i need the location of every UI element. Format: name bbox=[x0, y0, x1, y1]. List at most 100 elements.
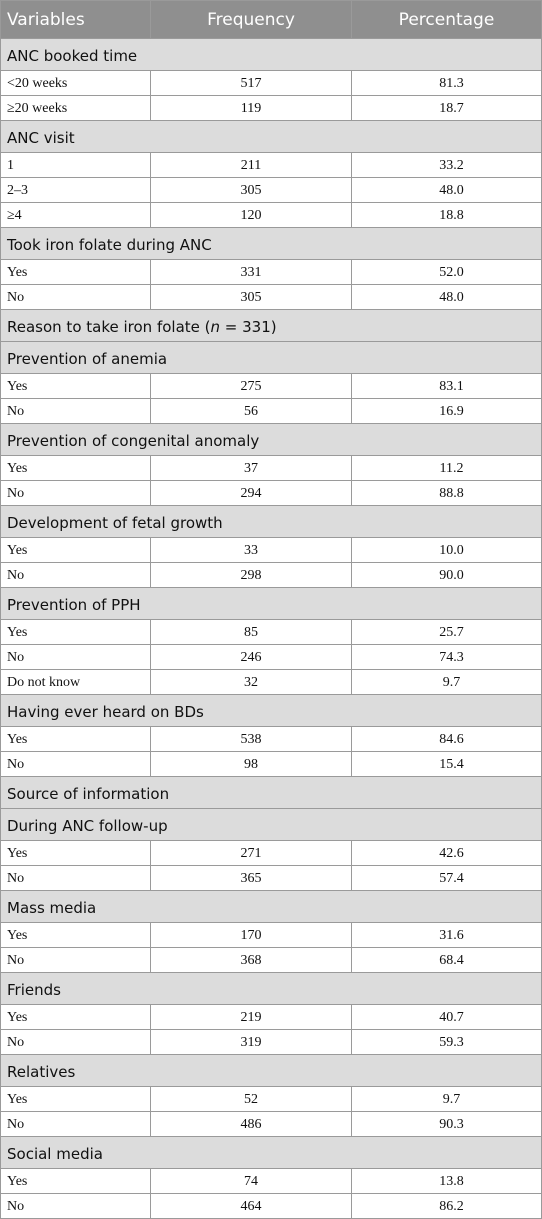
table-row: Yes 275 83.1 bbox=[0, 373, 542, 399]
row-frequency: 298 bbox=[150, 562, 352, 588]
table-row: Yes 219 40.7 bbox=[0, 1004, 542, 1030]
section-row: ANC visit bbox=[0, 120, 542, 153]
row-percentage: 81.3 bbox=[351, 70, 542, 96]
section-label: ANC visit bbox=[0, 120, 542, 153]
row-frequency: 119 bbox=[150, 95, 352, 121]
row-percentage: 74.3 bbox=[351, 644, 542, 670]
table-row: ≥20 weeks 119 18.7 bbox=[0, 95, 542, 121]
row-frequency: 517 bbox=[150, 70, 352, 96]
row-percentage: 52.0 bbox=[351, 259, 542, 285]
header-percentage: Percentage bbox=[351, 0, 542, 39]
section-row: Development of fetal growth bbox=[0, 505, 542, 538]
row-percentage: 59.3 bbox=[351, 1029, 542, 1055]
table-row: Yes 538 84.6 bbox=[0, 726, 542, 752]
row-percentage: 9.7 bbox=[351, 1086, 542, 1112]
section-label: Relatives bbox=[0, 1054, 542, 1087]
row-label: Yes bbox=[0, 1168, 151, 1194]
section-label: Social media bbox=[0, 1136, 542, 1169]
row-label: No bbox=[0, 1029, 151, 1055]
section-row: Mass media bbox=[0, 890, 542, 923]
table-body: ANC booked time <20 weeks 517 81.3 ≥20 weeks… bbox=[0, 38, 542, 1219]
table-row: Yes 74 13.8 bbox=[0, 1168, 542, 1194]
table-row: Yes 170 31.6 bbox=[0, 922, 542, 948]
row-label: No bbox=[0, 865, 151, 891]
row-frequency: 331 bbox=[150, 259, 352, 285]
row-percentage: 57.4 bbox=[351, 865, 542, 891]
section-label: Friends bbox=[0, 972, 542, 1005]
row-percentage: 18.7 bbox=[351, 95, 542, 121]
table-row: 2–3 305 48.0 bbox=[0, 177, 542, 203]
table-row: 1 211 33.2 bbox=[0, 152, 542, 178]
table-row: Yes 331 52.0 bbox=[0, 259, 542, 285]
table-row: <20 weeks 517 81.3 bbox=[0, 70, 542, 96]
table-row: Yes 85 25.7 bbox=[0, 619, 542, 645]
row-label: Yes bbox=[0, 259, 151, 285]
section-label: Prevention of anemia bbox=[0, 341, 542, 374]
header-frequency: Frequency bbox=[150, 0, 352, 39]
row-percentage: 42.6 bbox=[351, 840, 542, 866]
row-label: Yes bbox=[0, 619, 151, 645]
row-frequency: 211 bbox=[150, 152, 352, 178]
row-percentage: 88.8 bbox=[351, 480, 542, 506]
row-percentage: 48.0 bbox=[351, 284, 542, 310]
row-percentage: 40.7 bbox=[351, 1004, 542, 1030]
row-label: Do not know bbox=[0, 669, 151, 695]
section-label: Prevention of congenital anomaly bbox=[0, 423, 542, 456]
row-percentage: 86.2 bbox=[351, 1193, 542, 1219]
section-row: Prevention of PPH bbox=[0, 587, 542, 620]
row-frequency: 305 bbox=[150, 284, 352, 310]
row-percentage: 10.0 bbox=[351, 537, 542, 563]
section-row: During ANC follow-up bbox=[0, 808, 542, 841]
table-row: No 319 59.3 bbox=[0, 1029, 542, 1055]
row-label: No bbox=[0, 1193, 151, 1219]
section-label: Source of information bbox=[0, 776, 542, 809]
row-label: ≥20 weeks bbox=[0, 95, 151, 121]
row-frequency: 271 bbox=[150, 840, 352, 866]
row-frequency: 32 bbox=[150, 669, 352, 695]
row-frequency: 52 bbox=[150, 1086, 352, 1112]
header-row: Variables Frequency Percentage bbox=[0, 0, 542, 39]
row-percentage: 48.0 bbox=[351, 177, 542, 203]
row-percentage: 84.6 bbox=[351, 726, 542, 752]
table-row: No 298 90.0 bbox=[0, 562, 542, 588]
row-percentage: 90.0 bbox=[351, 562, 542, 588]
section-label: Having ever heard on BDs bbox=[0, 694, 542, 727]
row-label: Yes bbox=[0, 840, 151, 866]
row-percentage: 15.4 bbox=[351, 751, 542, 777]
row-label: Yes bbox=[0, 1004, 151, 1030]
row-percentage: 9.7 bbox=[351, 669, 542, 695]
table-row: Yes 37 11.2 bbox=[0, 455, 542, 481]
row-label: <20 weeks bbox=[0, 70, 151, 96]
row-label: Yes bbox=[0, 373, 151, 399]
row-label: No bbox=[0, 1111, 151, 1137]
row-frequency: 275 bbox=[150, 373, 352, 399]
row-label: Yes bbox=[0, 1086, 151, 1112]
row-frequency: 368 bbox=[150, 947, 352, 973]
row-label: No bbox=[0, 284, 151, 310]
row-frequency: 365 bbox=[150, 865, 352, 891]
row-label: Yes bbox=[0, 455, 151, 481]
table-row: Yes 33 10.0 bbox=[0, 537, 542, 563]
row-frequency: 219 bbox=[150, 1004, 352, 1030]
row-frequency: 246 bbox=[150, 644, 352, 670]
section-label: Development of fetal growth bbox=[0, 505, 542, 538]
section-label: Prevention of PPH bbox=[0, 587, 542, 620]
table-row: Yes 271 42.6 bbox=[0, 840, 542, 866]
section-row: Source of information bbox=[0, 776, 542, 809]
row-percentage: 31.6 bbox=[351, 922, 542, 948]
section-row: Having ever heard on BDs bbox=[0, 694, 542, 727]
row-label: No bbox=[0, 398, 151, 424]
row-label: No bbox=[0, 562, 151, 588]
table-row: Yes 52 9.7 bbox=[0, 1086, 542, 1112]
section-row: Prevention of anemia bbox=[0, 341, 542, 374]
row-frequency: 37 bbox=[150, 455, 352, 481]
row-percentage: 25.7 bbox=[351, 619, 542, 645]
row-label: Yes bbox=[0, 537, 151, 563]
row-frequency: 319 bbox=[150, 1029, 352, 1055]
row-label: No bbox=[0, 644, 151, 670]
row-frequency: 464 bbox=[150, 1193, 352, 1219]
section-label: Reason to take iron folate (n = 331) bbox=[0, 309, 542, 342]
row-frequency: 538 bbox=[150, 726, 352, 752]
row-frequency: 305 bbox=[150, 177, 352, 203]
